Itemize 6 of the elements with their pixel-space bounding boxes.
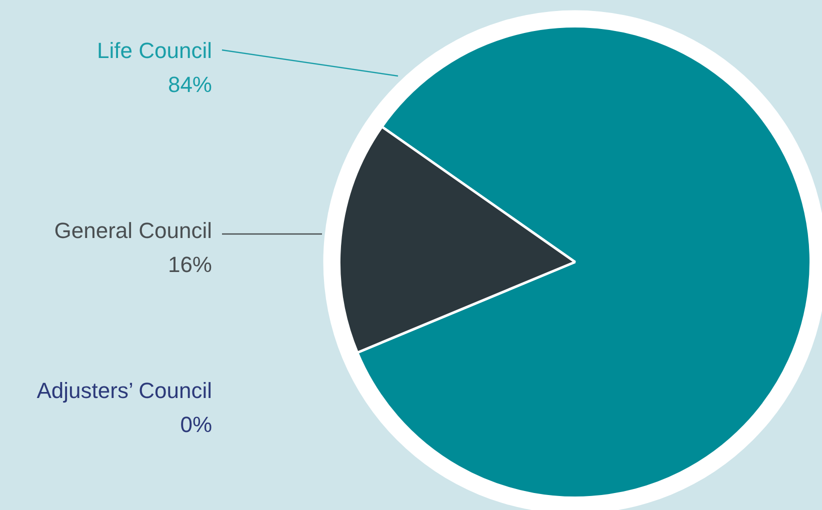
- data-label: 16%: [168, 252, 212, 278]
- slice-label: Life Council: [97, 38, 212, 64]
- data-label: 84%: [168, 72, 212, 98]
- text: 0%: [180, 412, 212, 438]
- category-label: Adjusters’ Council: [36, 378, 212, 404]
- slice-label: General Council: [54, 218, 212, 244]
